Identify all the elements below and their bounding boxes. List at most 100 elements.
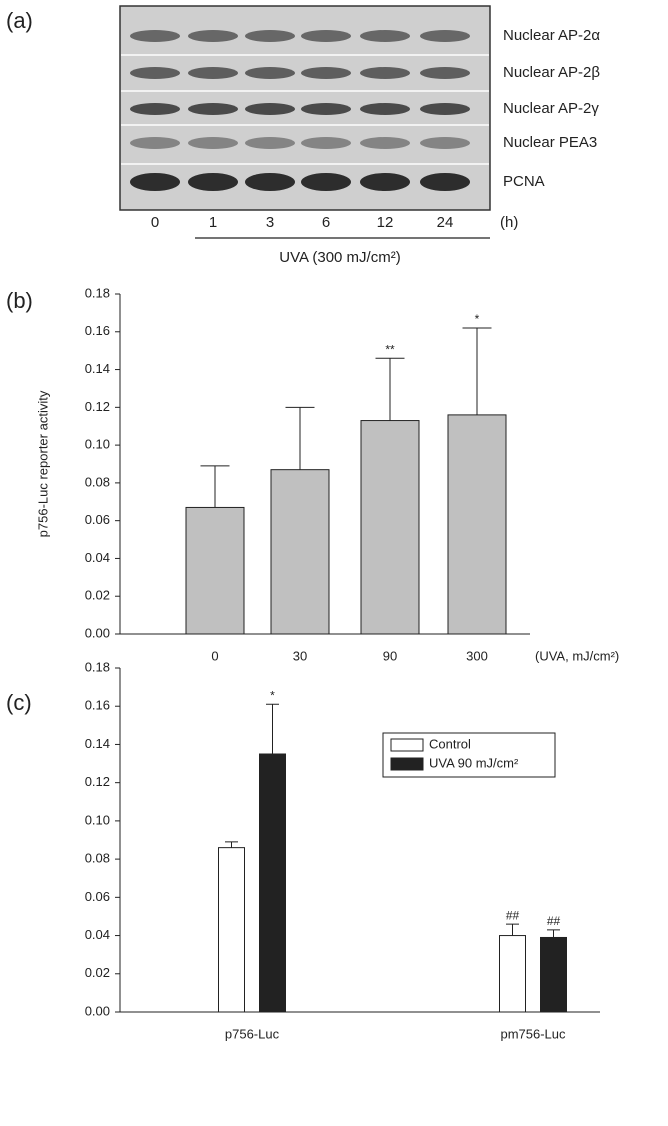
y-tick-label: 0.04 xyxy=(85,550,110,565)
x-tick-label: 0 xyxy=(211,648,218,663)
bar xyxy=(260,754,286,1012)
y-tick-label: 0.06 xyxy=(85,889,110,904)
lane-label: 3 xyxy=(266,214,274,231)
band xyxy=(188,137,238,149)
y-tick-label: 0.10 xyxy=(85,812,110,827)
lane-label: 24 xyxy=(437,214,454,231)
band xyxy=(130,173,180,191)
band xyxy=(130,67,180,79)
y-tick-label: 0.00 xyxy=(85,1003,110,1018)
lane-label: 12 xyxy=(377,214,394,231)
band xyxy=(301,30,351,42)
bar xyxy=(361,421,419,634)
figure: (a) (h) UVA (300 mJ/cm²) Nuclear AP-2α Nu… xyxy=(0,0,668,1126)
significance: ** xyxy=(385,342,395,356)
x-tick-label: pm756-Luc xyxy=(500,1026,566,1041)
bar xyxy=(448,415,506,634)
y-tick-label: 0.08 xyxy=(85,474,110,489)
band xyxy=(360,137,410,149)
y-tick-label: 0.12 xyxy=(85,399,110,414)
band xyxy=(188,173,238,191)
treatment-label: UVA (300 mJ/cm²) xyxy=(279,249,400,266)
y-tick-label: 0.12 xyxy=(85,774,110,789)
x-axis-label: (UVA, mJ/cm²) xyxy=(535,648,619,663)
y-tick-label: 0.10 xyxy=(85,437,110,452)
lane-label: 6 xyxy=(322,214,330,231)
band xyxy=(360,67,410,79)
band xyxy=(301,103,351,115)
band xyxy=(420,67,470,79)
band xyxy=(130,30,180,42)
legend-swatch xyxy=(391,758,423,770)
band xyxy=(130,137,180,149)
y-tick-label: 0.14 xyxy=(85,736,110,751)
row-label: Nuclear AP-2α xyxy=(503,27,600,44)
panel-label: (b) xyxy=(6,288,33,313)
row-label: Nuclear PEA3 xyxy=(503,134,597,151)
x-tick-label: 90 xyxy=(383,648,397,663)
bar xyxy=(186,507,244,634)
band xyxy=(188,30,238,42)
bar xyxy=(271,470,329,634)
significance: ## xyxy=(547,914,561,928)
error-bar xyxy=(376,358,405,420)
significance: * xyxy=(270,688,275,702)
band xyxy=(301,173,351,191)
band xyxy=(360,173,410,191)
x-tick-label: 300 xyxy=(466,648,488,663)
lane-label: 1 xyxy=(209,214,217,231)
y-axis-label: p756-Luc reporter activity xyxy=(35,390,50,537)
unit-label: (h) xyxy=(500,214,518,231)
band xyxy=(130,103,180,115)
error-bar xyxy=(266,704,279,754)
y-tick-label: 0.08 xyxy=(85,851,110,866)
error-bar xyxy=(225,842,238,848)
page: (a) (h) UVA (300 mJ/cm²) Nuclear AP-2α Nu… xyxy=(0,0,668,1126)
error-bar xyxy=(463,328,492,415)
band xyxy=(245,173,295,191)
band xyxy=(420,173,470,191)
x-tick-label: p756-Luc xyxy=(225,1026,280,1041)
y-tick-label: 0.18 xyxy=(85,285,110,300)
error-bar xyxy=(547,930,560,938)
lane-label: 0 xyxy=(151,214,159,231)
legend-label: UVA 90 mJ/cm² xyxy=(429,755,519,770)
y-tick-label: 0.02 xyxy=(85,588,110,603)
y-tick-label: 0.06 xyxy=(85,512,110,527)
band xyxy=(245,30,295,42)
y-tick-label: 0.16 xyxy=(85,698,110,713)
band xyxy=(301,67,351,79)
band xyxy=(360,30,410,42)
band xyxy=(245,137,295,149)
band xyxy=(420,30,470,42)
x-tick-label: 30 xyxy=(293,648,307,663)
band xyxy=(188,103,238,115)
y-tick-label: 0.02 xyxy=(85,965,110,980)
y-tick-label: 0.16 xyxy=(85,323,110,338)
row-label: Nuclear AP-2β xyxy=(503,64,600,81)
row-label: PCNA xyxy=(503,173,545,190)
band xyxy=(188,67,238,79)
panel-label: (c) xyxy=(6,690,32,715)
row-label: Nuclear AP-2γ xyxy=(503,100,599,117)
y-tick-label: 0.18 xyxy=(85,659,110,674)
legend-label: Control xyxy=(429,736,471,751)
y-tick-label: 0.14 xyxy=(85,361,110,376)
y-tick-label: 0.04 xyxy=(85,927,110,942)
band xyxy=(245,67,295,79)
significance: * xyxy=(475,312,480,326)
error-bar xyxy=(201,466,230,508)
band xyxy=(301,137,351,149)
y-tick-label: 0.00 xyxy=(85,625,110,640)
band xyxy=(245,103,295,115)
band xyxy=(420,103,470,115)
bar xyxy=(500,936,526,1012)
bar xyxy=(541,937,567,1012)
legend-swatch xyxy=(391,739,423,751)
band xyxy=(420,137,470,149)
error-bar xyxy=(506,924,519,935)
error-bar xyxy=(286,407,315,469)
panel-label: (a) xyxy=(6,8,33,33)
bar xyxy=(219,848,245,1012)
significance: ## xyxy=(506,908,520,922)
